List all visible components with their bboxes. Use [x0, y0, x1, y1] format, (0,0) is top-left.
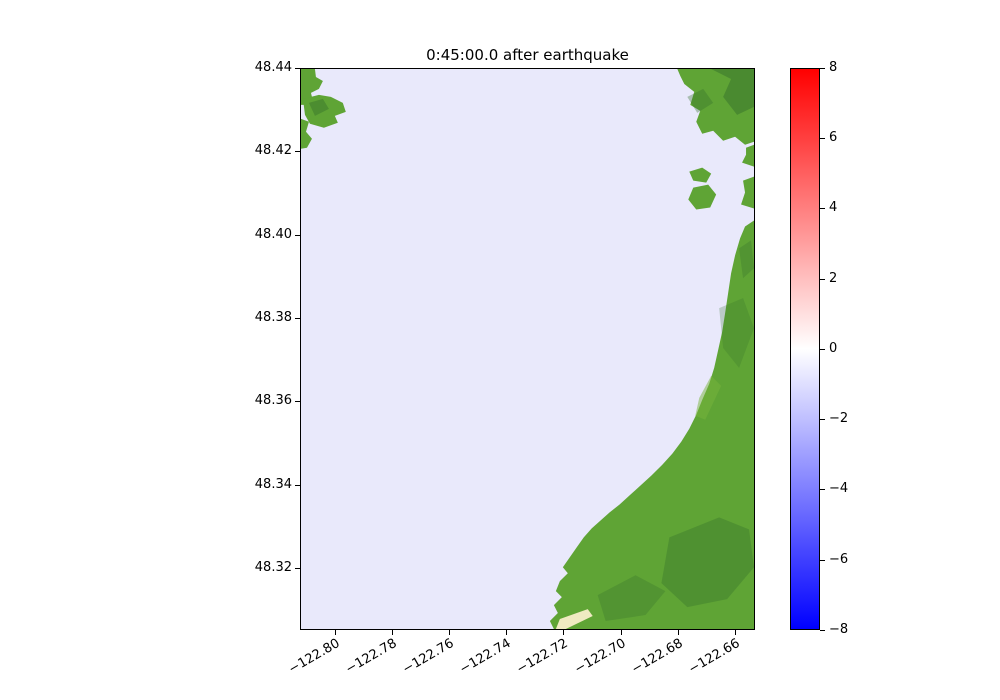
- colorbar-tick-label: −6: [829, 552, 849, 567]
- x-tick-mark: [506, 630, 507, 635]
- terrain-shading-mainland-1: [719, 298, 754, 368]
- colorbar-tick-label: 6: [829, 130, 838, 145]
- terrain-shading-mainland-3: [597, 575, 666, 622]
- terrain-shading-topleft: [308, 98, 329, 116]
- colorbar-tick-mark: [820, 560, 825, 561]
- chart-title: 0:45:00.0 after earthquake: [426, 46, 629, 64]
- island-small-2: [688, 184, 717, 210]
- map-heatmap: [301, 69, 754, 629]
- colorbar-tick-mark: [820, 208, 825, 209]
- land-top-left-strip2: [301, 118, 312, 149]
- colorbar-tick-mark: [820, 349, 825, 350]
- colorbar-tick-mark: [820, 68, 825, 69]
- colorbar: [790, 68, 820, 630]
- y-tick-mark: [295, 401, 300, 402]
- y-tick-mark: [295, 318, 300, 319]
- colorbar-tick-mark: [820, 279, 825, 280]
- y-tick-label: 48.36: [254, 393, 292, 408]
- x-tick-mark: [621, 630, 622, 635]
- terrain-shading-mainland-4: [739, 240, 754, 279]
- y-tick-label: 48.44: [254, 60, 292, 75]
- y-tick-mark: [295, 68, 300, 69]
- y-tick-label: 48.38: [254, 310, 292, 325]
- land-mainland: [549, 220, 754, 629]
- land-top-left-blob: [302, 94, 346, 128]
- colorbar-tick-mark: [820, 489, 825, 490]
- y-tick-mark: [295, 235, 300, 236]
- island-small-1: [689, 167, 712, 183]
- colorbar-tick-label: 4: [829, 200, 838, 215]
- colorbar-tick-label: −4: [829, 481, 849, 496]
- terrain-shading-topright-1: [711, 69, 754, 115]
- x-tick-label: −122.66: [686, 636, 743, 678]
- x-tick-mark: [392, 630, 393, 635]
- y-tick-label: 48.34: [254, 477, 292, 492]
- y-tick-label: 48.40: [254, 227, 292, 242]
- colorbar-tick-mark: [820, 138, 825, 139]
- land-right-edge-piece: [742, 144, 754, 167]
- y-tick-mark: [295, 151, 300, 152]
- y-tick-mark: [295, 568, 300, 569]
- land-top-left-strip: [301, 69, 323, 105]
- colorbar-tick-label: −8: [829, 622, 849, 637]
- island-edge-3: [741, 176, 754, 209]
- y-tick-label: 48.42: [254, 143, 292, 158]
- x-tick-mark: [449, 630, 450, 635]
- colorbar-tick-label: 8: [829, 60, 838, 75]
- terrain-highlight-coast: [695, 375, 722, 420]
- beach-strip: [555, 609, 593, 629]
- y-tick-mark: [295, 485, 300, 486]
- x-tick-label: −122.72: [514, 636, 571, 678]
- terrain-shading-topright-2: [687, 88, 714, 113]
- x-tick-mark: [678, 630, 679, 635]
- colorbar-tick-label: −2: [829, 411, 849, 426]
- colorbar-tick-mark: [820, 630, 825, 631]
- x-tick-mark: [335, 630, 336, 635]
- plot-area: [300, 68, 755, 630]
- y-tick-label: 48.32: [254, 560, 292, 575]
- colorbar-tick-label: 2: [829, 271, 838, 286]
- terrain-shading-mainland-2: [661, 517, 754, 608]
- x-tick-mark: [563, 630, 564, 635]
- colorbar-tick-label: 0: [829, 341, 838, 356]
- x-tick-mark: [735, 630, 736, 635]
- colorbar-tick-mark: [820, 419, 825, 420]
